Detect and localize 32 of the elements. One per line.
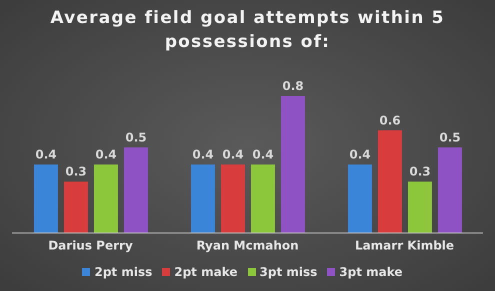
data-label: 0.4 [252,148,274,162]
legend-label: 2pt miss [94,265,152,279]
bar [124,147,148,233]
data-label: 0.4 [95,148,117,162]
bar [64,182,88,233]
data-label: 0.5 [125,130,147,144]
legend-label: 2pt make [174,265,238,279]
bar [378,130,402,233]
bar [34,164,58,233]
bar [94,164,118,233]
x-tick-label: Ryan Mcmahon [196,238,299,253]
data-label: 0.4 [349,148,371,162]
x-tick-label: Lamarr Kimble [354,238,454,253]
legend-label: 3pt make [339,265,403,279]
bar [220,164,245,233]
data-label: 0.4 [35,148,57,162]
data-label: 0.6 [379,113,401,128]
bar [438,147,462,233]
data-label: 0.5 [439,130,461,144]
bar [280,96,305,233]
data-label: 0.3 [65,164,87,179]
bar [348,164,372,233]
data-label: 0.4 [222,148,244,162]
data-label: 0.3 [409,164,431,179]
bar [250,164,275,233]
bar [190,164,215,233]
data-label: 0.4 [192,148,214,162]
legend-label: 3pt miss [260,265,318,279]
chart-title: Average field goal attempts within 5 possessions of: [49,7,446,54]
bar [408,182,432,233]
data-label: 0.8 [282,79,304,93]
x-tick-label: Darius Perry [48,238,133,253]
